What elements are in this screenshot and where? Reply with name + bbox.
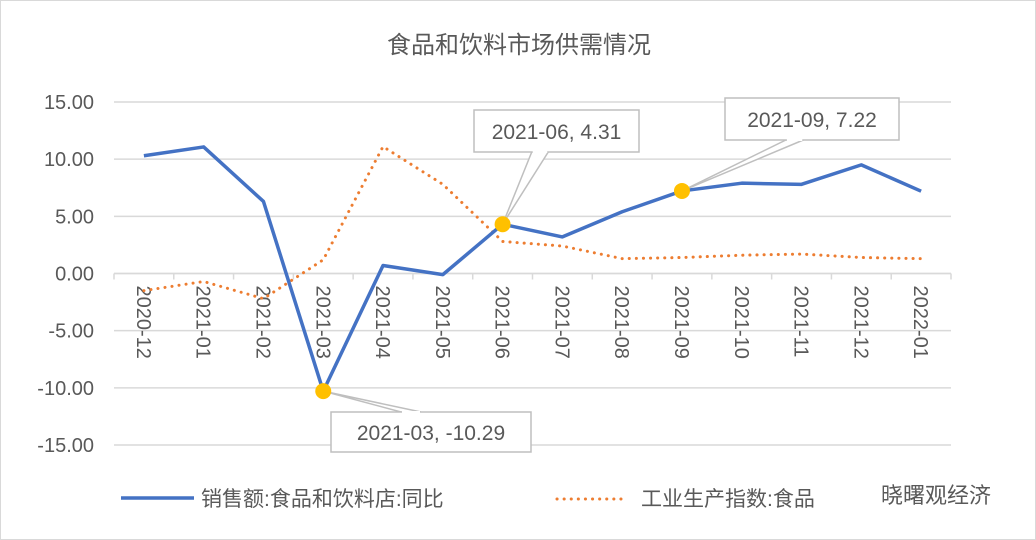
data-label: 2021-03, -10.29 [357,422,505,445]
y-tick-label: 10.00 [44,149,94,171]
legend-label: 工业生产指数:食品 [641,488,815,511]
x-tick-label: 2021-07 [550,286,572,359]
data-point-marker [494,216,511,233]
data-label: 2021-09, 7.22 [747,109,877,132]
y-tick-label: -10.00 [37,378,94,400]
series-line-1 [142,145,923,301]
data-callout [330,411,532,453]
x-tick-label: 2021-05 [431,286,453,359]
data-callout [724,97,900,141]
x-tick-label: 2021-03 [311,286,333,359]
y-tick-label: 15.00 [44,92,94,114]
chart-title: 食品和饮料市场供需情况 [387,32,651,59]
legend-label: 销售额:食品和饮料店:同比 [201,488,444,511]
x-tick-label: 2021-02 [251,286,273,359]
data-label: 2021-06, 4.31 [492,121,622,144]
data-point-marker [315,383,332,400]
y-tick-label: -15.00 [37,435,94,457]
x-tick-label: 2022-01 [909,286,931,359]
data-callout [473,109,640,153]
series-line-0 [143,145,922,393]
watermark: 晓曙观经济 [881,483,991,508]
x-tick-label: 2020-12 [132,286,154,359]
callout-leader [501,151,550,225]
x-tick-label: 2021-01 [192,286,214,359]
x-tick-label: 2021-12 [849,286,871,359]
x-tick-label: 2021-08 [610,286,632,359]
x-tick-label: 2021-06 [491,286,513,359]
x-tick-label: 2021-04 [371,286,393,359]
x-tick-label: 2021-09 [670,286,692,359]
y-tick-label: 0.00 [55,264,94,286]
x-tick-label: 2021-10 [730,286,752,359]
y-tick-label: 5.00 [55,206,94,228]
y-tick-label: -5.00 [48,321,94,343]
data-point-marker [673,182,690,199]
callout-leader [323,390,422,413]
x-tick-label: 2021-11 [790,286,812,358]
